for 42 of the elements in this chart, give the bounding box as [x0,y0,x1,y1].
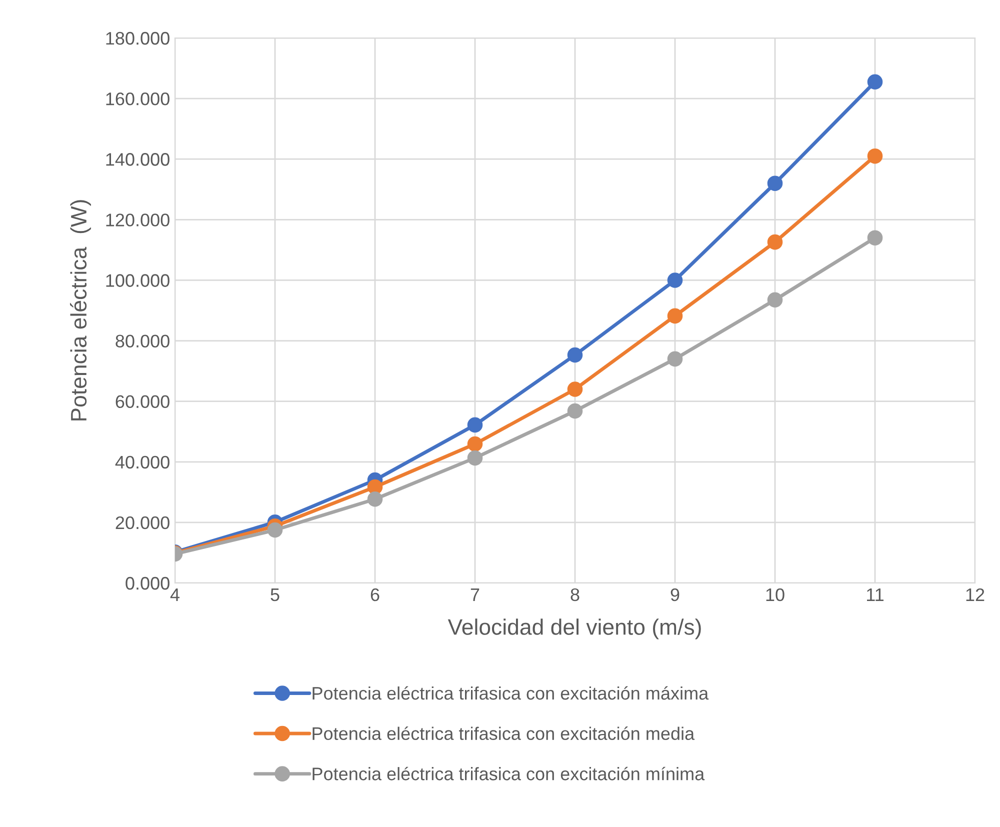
point [867,230,883,246]
point [567,403,583,419]
x-tick-label: 12 [966,588,984,601]
point [567,382,583,397]
point [367,491,383,507]
x-tick-label: 6 [370,588,380,602]
point [267,522,283,538]
y-tick-label: 100.000 [106,274,170,287]
point [767,234,783,250]
y-tick-label: 140.000 [106,153,170,166]
point [867,148,883,164]
point [667,351,683,367]
x-tick-label: 11 [867,588,884,601]
x-tick-label: 8 [570,588,580,602]
point [767,176,783,191]
legend-label: Potencia eléctrica trifasica con excitación mínima [312,766,705,780]
legend-label: Potencia eléctrica trifasica con excitación máxima [312,686,709,700]
point [667,272,683,288]
y-tick-label: 0.000 [126,576,170,590]
y-tick-label: 160.000 [106,92,170,106]
point [467,450,483,466]
point [767,292,783,308]
legend-label: Potencia eléctrica trifasica con excitación media [312,726,695,740]
x-tick-label: 5 [270,588,280,602]
y-tick-label: 40.000 [115,456,170,469]
point [467,417,483,433]
point [467,436,483,452]
x-tick-label: 10 [766,588,784,602]
point [667,308,683,324]
y-tick-label: 80.000 [116,334,170,348]
point [567,347,583,363]
x-tick-label: 9 [670,588,680,602]
point [867,74,883,90]
x-axis-title: Velocidad del viento (m/s) [448,618,701,640]
y-tick-label: 60.000 [116,395,170,408]
x-tick-label: 4 [170,588,180,601]
y-tick-label: 120.000 [106,214,170,226]
point [367,479,383,495]
y-tick-label: 180.000 [106,32,170,45]
y-tick-label: 20.000 [116,516,170,530]
y-axis-title: Potencia eléctrica (W) [70,200,91,420]
x-tick-label: 7 [470,588,480,601]
